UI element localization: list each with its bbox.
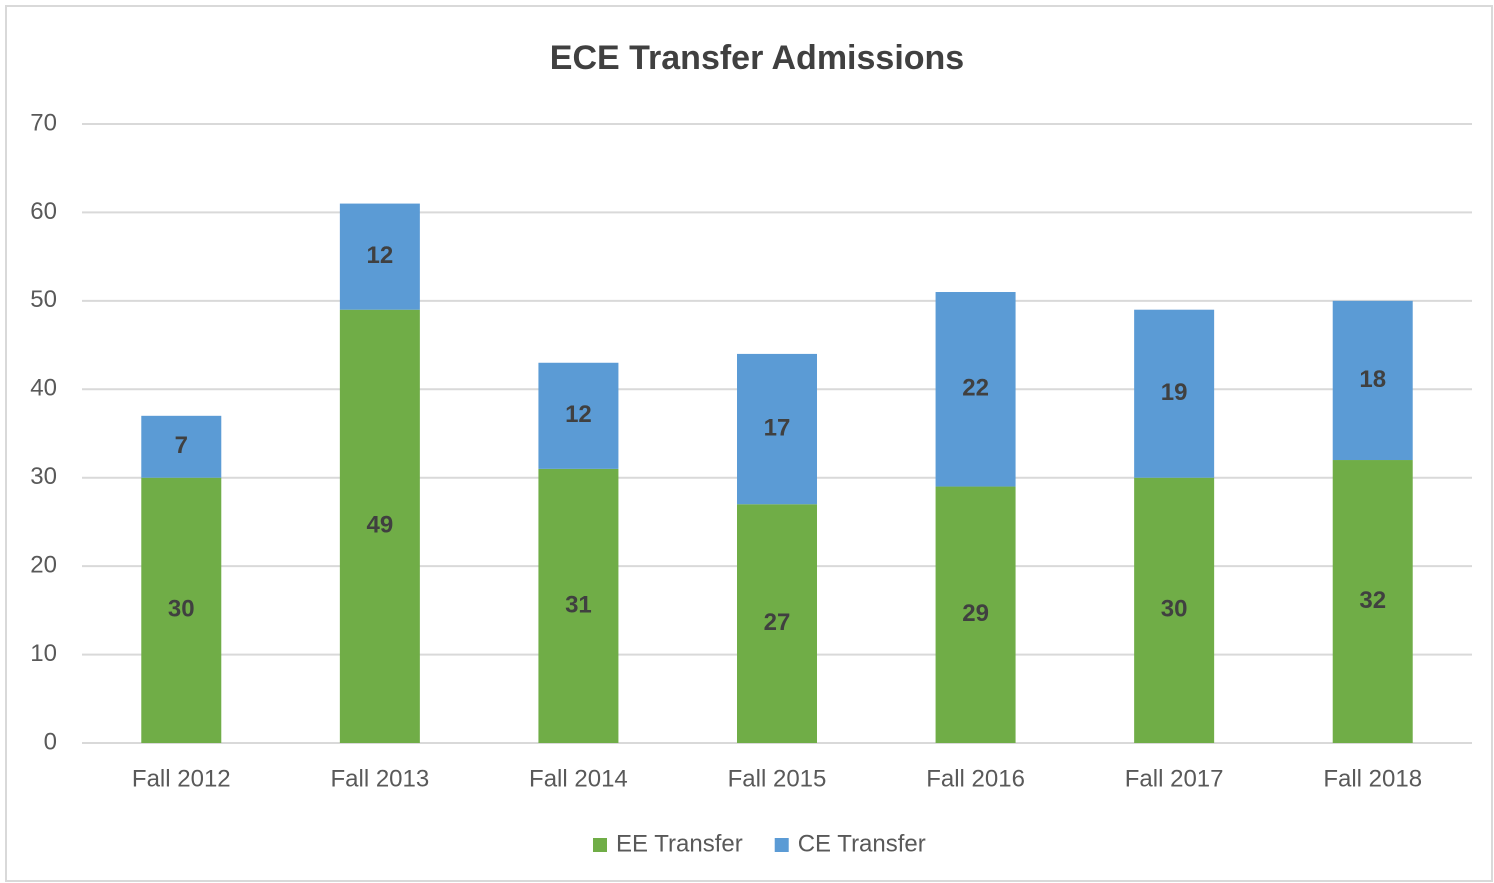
legend-swatch <box>593 838 607 852</box>
data-label: 17 <box>764 414 791 441</box>
bar-segment <box>1332 300 1413 461</box>
y-tick-label: 40 <box>30 375 57 402</box>
data-label: 18 <box>1359 366 1386 393</box>
bar-segment <box>1332 460 1413 743</box>
x-tick-label: Fall 2018 <box>1323 765 1422 792</box>
data-label: 30 <box>1161 596 1188 623</box>
bar-segment <box>935 486 1016 743</box>
data-label: 12 <box>367 242 394 269</box>
y-tick-label: 10 <box>30 640 57 667</box>
data-label: 12 <box>565 401 592 428</box>
y-tick-label: 60 <box>30 198 57 225</box>
data-label: 7 <box>175 432 188 459</box>
x-tick-label: Fall 2017 <box>1125 765 1224 792</box>
x-tick-label: Fall 2015 <box>728 765 827 792</box>
y-tick-label: 70 <box>30 109 57 136</box>
x-tick-label: Fall 2014 <box>529 765 628 792</box>
y-tick-label: 20 <box>30 551 57 578</box>
bar-segment <box>1134 309 1215 478</box>
bar-segment <box>339 309 420 743</box>
data-label: 22 <box>962 375 989 402</box>
bar-segment <box>141 415 222 478</box>
data-label: 29 <box>962 600 989 627</box>
legend-label: CE Transfer <box>798 830 926 857</box>
x-tick-label: Fall 2013 <box>330 765 429 792</box>
y-tick-label: 30 <box>30 463 57 490</box>
bar-segment <box>538 362 619 469</box>
data-label: 32 <box>1359 587 1386 614</box>
bar-segment <box>1134 477 1215 743</box>
x-tick-label: Fall 2016 <box>926 765 1025 792</box>
bar-segment <box>737 353 817 505</box>
data-label: 49 <box>367 512 394 539</box>
data-label: 19 <box>1161 379 1188 406</box>
x-tick-label: Fall 2012 <box>132 765 231 792</box>
chart-title: ECE Transfer Admissions <box>550 39 964 77</box>
bar-segment <box>935 292 1016 487</box>
bar-segment <box>339 203 420 310</box>
y-tick-label: 0 <box>44 728 57 755</box>
legend-swatch <box>774 838 789 852</box>
bar-segment <box>538 468 619 743</box>
bar-segment <box>141 477 222 743</box>
data-label: 30 <box>168 596 195 623</box>
data-label: 31 <box>565 591 592 618</box>
data-label: 27 <box>764 609 791 636</box>
bar-segment <box>737 504 817 743</box>
legend-label: EE Transfer <box>616 830 743 857</box>
y-tick-label: 50 <box>30 286 57 313</box>
